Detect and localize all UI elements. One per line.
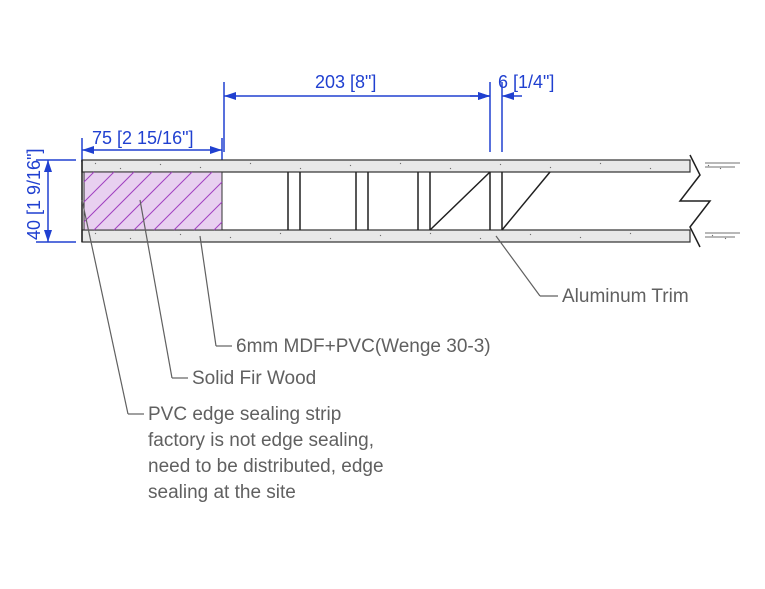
dim-height-text: 40 [1 9/16"]	[24, 149, 44, 240]
callout-fir-text: Solid Fir Wood	[192, 368, 316, 389]
bottom-mdf-panel	[82, 230, 690, 242]
callout-aluminum: Aluminum Trim	[496, 236, 689, 307]
callout-pvc-l1: PVC edge sealing strip	[148, 404, 341, 425]
dim-spacing: 203 [8"]	[224, 72, 490, 152]
callout-mdf-text: 6mm MDF+PVC(Wenge 30-3)	[236, 336, 491, 357]
dim-left-block-text: 75 [2 15/16"]	[92, 128, 193, 148]
dim-spacing-text: 203 [8"]	[315, 72, 376, 92]
top-mdf-panel	[82, 160, 690, 172]
callout-pvc-l3: need to be distributed, edge	[148, 456, 384, 477]
dim-height: 40 [1 9/16"]	[24, 149, 76, 242]
fir-wood-block	[84, 172, 222, 230]
callout-pvc-l2: factory is not edge sealing,	[148, 430, 374, 451]
dim-gap-text: 6 [1/4"]	[498, 72, 554, 92]
dim-left-block: 75 [2 15/16"]	[82, 128, 222, 162]
section-drawing: 203 [8"] 6 [1/4"] 75 [2 15/16"] 40 [1 9/…	[0, 0, 765, 589]
section-body	[82, 155, 740, 247]
dim-gap: 6 [1/4"]	[470, 72, 554, 152]
callout-pvc-l4: sealing at the site	[148, 482, 296, 503]
callout-mdf: 6mm MDF+PVC(Wenge 30-3)	[200, 236, 491, 357]
callout-aluminum-text: Aluminum Trim	[562, 286, 689, 307]
